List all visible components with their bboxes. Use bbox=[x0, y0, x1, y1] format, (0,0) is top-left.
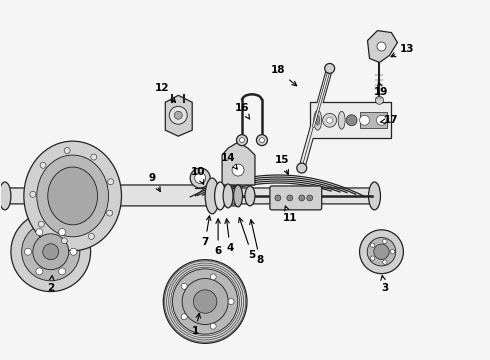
Circle shape bbox=[327, 117, 333, 123]
Circle shape bbox=[172, 269, 238, 334]
Circle shape bbox=[323, 113, 337, 127]
Text: 3: 3 bbox=[381, 276, 388, 293]
Ellipse shape bbox=[316, 115, 319, 125]
FancyBboxPatch shape bbox=[2, 188, 26, 204]
Circle shape bbox=[36, 268, 43, 275]
Circle shape bbox=[194, 290, 217, 313]
Circle shape bbox=[375, 96, 384, 104]
Circle shape bbox=[210, 274, 216, 280]
Ellipse shape bbox=[37, 155, 108, 237]
Ellipse shape bbox=[48, 167, 98, 225]
Circle shape bbox=[107, 210, 113, 216]
Circle shape bbox=[38, 221, 44, 227]
Polygon shape bbox=[222, 142, 255, 185]
Circle shape bbox=[24, 248, 31, 255]
Circle shape bbox=[228, 298, 234, 305]
Circle shape bbox=[374, 244, 389, 260]
Circle shape bbox=[88, 233, 95, 239]
Text: 18: 18 bbox=[270, 66, 296, 86]
FancyBboxPatch shape bbox=[71, 185, 239, 206]
Circle shape bbox=[383, 239, 387, 243]
Circle shape bbox=[210, 323, 216, 329]
Ellipse shape bbox=[0, 182, 11, 210]
Circle shape bbox=[163, 260, 247, 343]
Circle shape bbox=[240, 138, 245, 143]
Circle shape bbox=[370, 243, 375, 247]
Text: 5: 5 bbox=[239, 218, 256, 260]
Circle shape bbox=[33, 234, 69, 270]
Text: 7: 7 bbox=[201, 216, 211, 247]
Ellipse shape bbox=[24, 141, 122, 251]
Circle shape bbox=[237, 135, 247, 146]
Circle shape bbox=[108, 179, 114, 185]
Text: 19: 19 bbox=[374, 82, 389, 97]
Ellipse shape bbox=[338, 111, 345, 129]
Polygon shape bbox=[368, 31, 397, 62]
Text: 9: 9 bbox=[149, 173, 160, 192]
Text: 17: 17 bbox=[381, 115, 399, 125]
Circle shape bbox=[174, 111, 182, 119]
Circle shape bbox=[59, 268, 66, 275]
FancyBboxPatch shape bbox=[221, 188, 372, 204]
Circle shape bbox=[61, 238, 67, 244]
Text: 1: 1 bbox=[192, 314, 200, 336]
Circle shape bbox=[181, 314, 187, 320]
Ellipse shape bbox=[314, 110, 322, 130]
Circle shape bbox=[390, 249, 394, 254]
Ellipse shape bbox=[234, 185, 243, 207]
Circle shape bbox=[367, 238, 396, 266]
Circle shape bbox=[11, 212, 91, 292]
Text: 14: 14 bbox=[221, 153, 237, 169]
Circle shape bbox=[70, 248, 77, 255]
Circle shape bbox=[195, 172, 206, 184]
Circle shape bbox=[299, 195, 305, 201]
Circle shape bbox=[91, 154, 97, 160]
Circle shape bbox=[370, 256, 375, 260]
Polygon shape bbox=[360, 112, 388, 128]
Ellipse shape bbox=[205, 178, 219, 214]
Circle shape bbox=[30, 192, 36, 197]
Circle shape bbox=[297, 163, 307, 173]
Circle shape bbox=[190, 168, 210, 188]
Text: 6: 6 bbox=[215, 219, 222, 256]
Text: 8: 8 bbox=[250, 220, 264, 265]
Text: 12: 12 bbox=[155, 84, 175, 102]
Circle shape bbox=[169, 106, 187, 124]
FancyBboxPatch shape bbox=[270, 186, 322, 210]
Circle shape bbox=[256, 135, 268, 146]
Polygon shape bbox=[165, 95, 192, 136]
Circle shape bbox=[36, 229, 43, 235]
Text: 2: 2 bbox=[47, 276, 54, 293]
Text: 4: 4 bbox=[225, 219, 234, 253]
Circle shape bbox=[43, 244, 59, 260]
Text: 13: 13 bbox=[391, 44, 415, 57]
Circle shape bbox=[377, 42, 386, 51]
Text: 15: 15 bbox=[274, 155, 289, 174]
Circle shape bbox=[325, 63, 335, 73]
Circle shape bbox=[383, 260, 387, 264]
Text: 16: 16 bbox=[235, 103, 250, 119]
Bar bbox=[310, 102, 392, 138]
Circle shape bbox=[376, 115, 387, 125]
Circle shape bbox=[360, 115, 369, 125]
Text: 10: 10 bbox=[191, 167, 205, 184]
Circle shape bbox=[287, 195, 293, 201]
Circle shape bbox=[40, 162, 46, 168]
Circle shape bbox=[232, 164, 244, 176]
Circle shape bbox=[275, 195, 281, 201]
Circle shape bbox=[259, 138, 265, 143]
Ellipse shape bbox=[368, 182, 380, 210]
Circle shape bbox=[64, 148, 70, 154]
Circle shape bbox=[182, 279, 228, 325]
Ellipse shape bbox=[215, 182, 225, 210]
Circle shape bbox=[346, 115, 357, 126]
Circle shape bbox=[181, 283, 187, 289]
Circle shape bbox=[22, 222, 80, 281]
Circle shape bbox=[307, 195, 313, 201]
Ellipse shape bbox=[223, 184, 233, 208]
Ellipse shape bbox=[245, 186, 255, 206]
Circle shape bbox=[360, 230, 403, 274]
Circle shape bbox=[59, 229, 66, 235]
Text: 11: 11 bbox=[283, 206, 297, 223]
